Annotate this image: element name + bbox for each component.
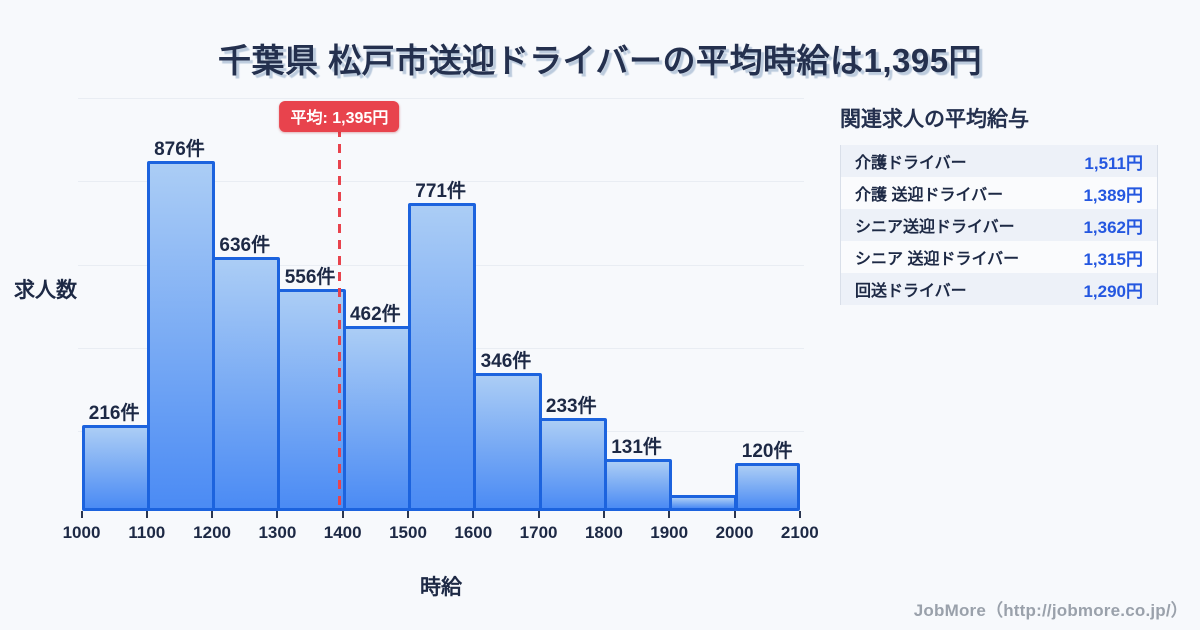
axis-tick xyxy=(80,511,83,518)
wage-histogram: 求人数 216件 876件 636件 556件 462件 771件 346件 233件 131件… xyxy=(14,98,819,599)
bar-count-label: 233件 xyxy=(545,395,597,417)
panel-title: 関連求人の平均給与 xyxy=(840,108,1029,131)
bar-count-label: 131件 xyxy=(611,436,662,458)
axis-tick xyxy=(733,511,736,518)
histogram-bar xyxy=(342,326,411,511)
wage-value-cell: 1,362円 xyxy=(1083,217,1143,237)
table-row: 介護 送迎ドライバー 1,389円 xyxy=(841,177,1157,209)
job-title-cell: シニア 送迎ドライバー xyxy=(855,251,1020,268)
bar-count-label: 556件 xyxy=(284,266,336,288)
histogram-bar xyxy=(603,458,673,511)
wage-value-cell: 1,290円 xyxy=(1083,281,1143,301)
axis-tick-label: 1400 xyxy=(323,523,362,542)
histogram-bar xyxy=(146,160,216,511)
axis-tick-label: 1700 xyxy=(519,523,558,542)
bar-count-label: 771件 xyxy=(415,180,466,202)
histogram-bar xyxy=(473,372,542,511)
axis-tick xyxy=(668,511,671,518)
axis-tick-label: 1000 xyxy=(62,523,101,542)
histogram-bar xyxy=(538,417,607,511)
bar-count-label: 120件 xyxy=(741,441,793,462)
axis-tick-label: 2100 xyxy=(780,523,819,542)
axis-tick-label: 1300 xyxy=(258,523,297,542)
table-row: 介護ドライバー 1,511円 xyxy=(841,145,1157,177)
average-badge: 平均: 1,395円 xyxy=(279,101,400,132)
histogram-bar xyxy=(408,202,477,511)
axis-tick xyxy=(407,511,409,518)
axis-tick-label: 1900 xyxy=(650,523,689,542)
page-title: 千葉県 松戸市送迎ドライバーの平均時給は1,395円 xyxy=(217,42,983,79)
histogram-bar xyxy=(734,463,800,511)
axis-tick xyxy=(798,511,801,518)
axis-tick-label: 1500 xyxy=(389,523,427,542)
axis-tick xyxy=(602,511,605,518)
wage-value-cell: 1,389円 xyxy=(1083,185,1143,205)
related-jobs-table: 介護ドライバー 1,511円 介護 送迎ドライバー 1,389円 シニア送迎ドラ… xyxy=(840,145,1158,305)
bar-count-label: 636件 xyxy=(219,234,271,256)
axis-tick-label: 1600 xyxy=(454,523,493,542)
average-line xyxy=(337,128,341,511)
bar-count-label: 346件 xyxy=(480,350,532,372)
axis-tick-label: 1800 xyxy=(584,523,623,542)
axis-tick-label: 2000 xyxy=(715,523,754,542)
y-axis-label: 求人数 xyxy=(14,279,77,302)
axis-tick xyxy=(341,511,344,518)
axis-tick-label: 1200 xyxy=(193,523,231,542)
job-title-cell: 介護 送迎ドライバー xyxy=(855,187,1004,204)
table-row: シニア送迎ドライバー 1,362円 xyxy=(841,209,1157,241)
axis-tick xyxy=(472,511,475,518)
wage-value-cell: 1,315円 xyxy=(1083,249,1143,269)
axis-tick xyxy=(537,511,540,518)
wage-value-cell: 1,511円 xyxy=(1084,153,1143,173)
bar-count-label: 462件 xyxy=(349,304,401,326)
job-title-cell: 介護ドライバー xyxy=(855,155,967,172)
axis-tick-label: 1100 xyxy=(128,523,166,542)
histogram-bar xyxy=(81,424,150,511)
axis-tick xyxy=(211,511,214,518)
bar-count-label: 216件 xyxy=(88,402,140,424)
job-title-cell: シニア送迎ドライバー xyxy=(855,219,1015,236)
footer-credit: JobMore（http://jobmore.co.jp/） xyxy=(913,601,1188,620)
job-title-cell: 回送ドライバー xyxy=(855,283,967,300)
table-row: シニア 送迎ドライバー 1,315円 xyxy=(841,241,1157,273)
histogram-bar xyxy=(669,495,738,511)
x-axis-label: 時給 xyxy=(420,576,462,599)
histogram-bar xyxy=(212,256,281,511)
gridline xyxy=(78,181,804,183)
bar-count-label: 876件 xyxy=(154,138,205,160)
gridline xyxy=(78,98,804,99)
axis-tick xyxy=(276,511,279,518)
table-row: 回送ドライバー 1,290円 xyxy=(841,273,1157,305)
axis-tick xyxy=(145,511,148,518)
